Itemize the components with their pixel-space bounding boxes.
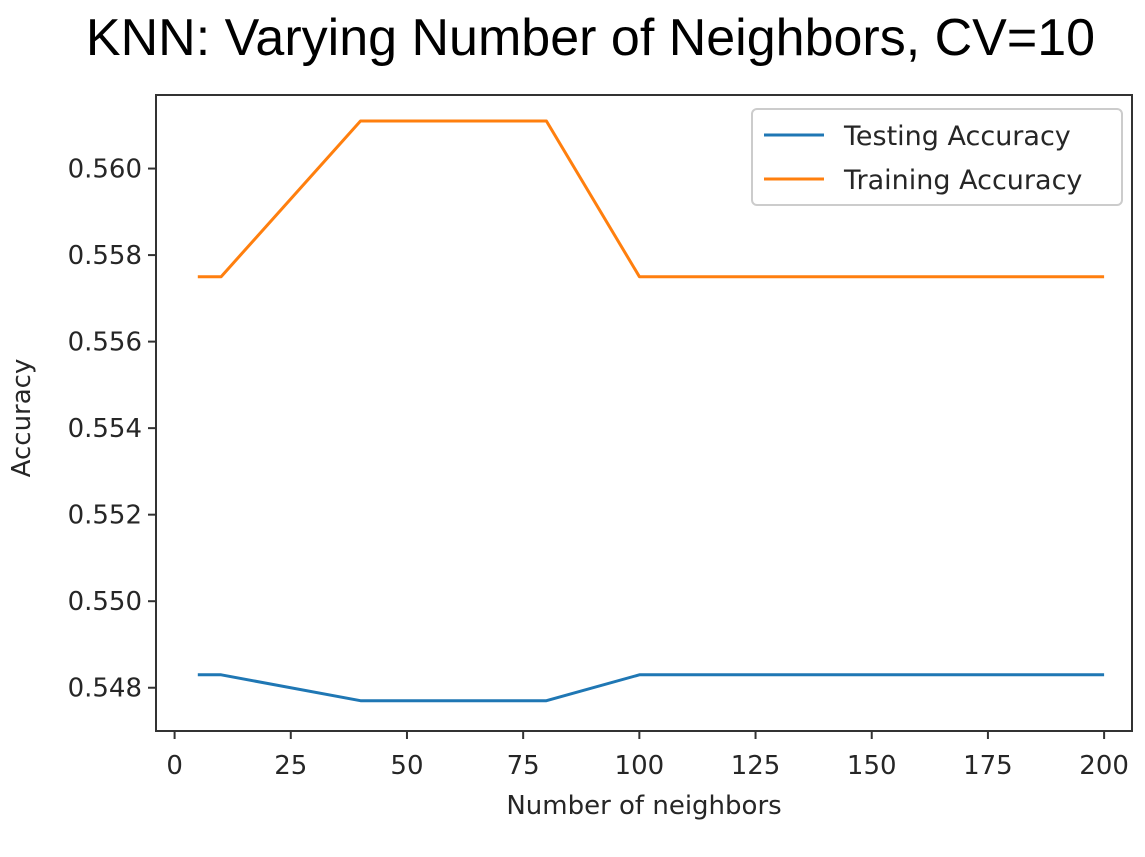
- x-tick-label: 25: [274, 751, 307, 781]
- x-tick-label: 125: [731, 751, 781, 781]
- x-tick-label: 50: [390, 751, 423, 781]
- x-tick-label: 100: [615, 751, 665, 781]
- y-tick-label: 0.554: [68, 414, 142, 444]
- legend-entry: Testing Accuracy: [843, 121, 1071, 152]
- x-tick-label: 150: [847, 751, 897, 781]
- series-line-testing-accuracy: [197, 673, 1105, 703]
- x-tick-label: 75: [507, 751, 540, 781]
- y-tick-label: 0.550: [68, 587, 142, 617]
- y-tick-label: 0.560: [68, 155, 142, 185]
- x-axis: 0 25 50 75 100 125 150 175 200: [166, 731, 1129, 781]
- legend-box: [751, 108, 1123, 206]
- series-lines: [197, 119, 1105, 703]
- page-title: KNN: Varying Number of Neighbors, CV=10: [85, 9, 1096, 67]
- series-line-training-accuracy: [197, 119, 1105, 279]
- legend-entry: Training Accuracy: [843, 165, 1082, 196]
- y-axis-label: Accuracy: [7, 359, 37, 478]
- y-tick-label: 0.556: [68, 328, 142, 358]
- x-axis-label: Number of neighbors: [506, 791, 781, 821]
- y-tick-label: 0.548: [68, 674, 142, 704]
- x-tick-label: 200: [1079, 751, 1129, 781]
- legend: Testing Accuracy Training Accuracy: [751, 108, 1123, 206]
- y-tick-label: 0.558: [68, 241, 142, 271]
- x-tick-label: 0: [166, 751, 183, 781]
- x-tick-label: 175: [963, 751, 1013, 781]
- y-axis: 0.548 0.550 0.552 0.554 0.556 0.558 0.560: [68, 155, 156, 704]
- y-tick-label: 0.552: [68, 501, 142, 531]
